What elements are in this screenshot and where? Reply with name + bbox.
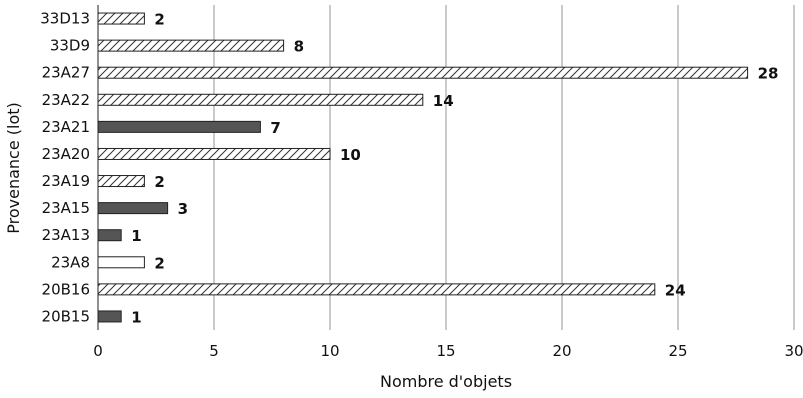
y-tick-label: 33D13 xyxy=(40,10,90,28)
y-tick-label: 23A8 xyxy=(51,253,90,271)
data-label: 7 xyxy=(270,119,280,137)
y-tick-label: 23A22 xyxy=(42,91,90,109)
bar-20B15 xyxy=(97,310,122,323)
data-label: 8 xyxy=(294,38,304,56)
bar-33D9 xyxy=(97,39,285,52)
bar-23A20 xyxy=(97,147,331,160)
y-tick-label: 23A21 xyxy=(42,118,90,136)
x-tick-label: 30 xyxy=(784,342,803,360)
data-label: 24 xyxy=(665,281,686,299)
data-label: 28 xyxy=(758,65,779,83)
x-tick-label: 15 xyxy=(436,342,455,360)
bar-23A13 xyxy=(97,229,122,242)
x-tick-label: 5 xyxy=(209,342,219,360)
data-label: 1 xyxy=(131,308,141,326)
x-tick-label: 25 xyxy=(668,342,687,360)
data-label: 14 xyxy=(433,92,454,110)
data-label: 2 xyxy=(154,173,164,191)
bar-20B16 xyxy=(97,283,656,296)
data-label: 10 xyxy=(340,146,361,164)
x-axis-title: Nombre d'objets xyxy=(380,372,512,391)
bar-23A27 xyxy=(97,66,749,79)
y-tick-label: 23A20 xyxy=(42,145,90,163)
y-tick-label: 23A13 xyxy=(42,226,90,244)
x-tick-label: 0 xyxy=(93,342,103,360)
bar-23A15 xyxy=(97,202,169,215)
data-label: 2 xyxy=(154,11,164,29)
y-tick-label: 23A27 xyxy=(42,64,90,82)
y-tick-label: 23A19 xyxy=(42,172,90,190)
bar-23A8 xyxy=(97,256,145,269)
x-tick-label: 20 xyxy=(552,342,571,360)
y-tick-label: 20B15 xyxy=(42,307,90,325)
x-tick-label: 10 xyxy=(320,342,339,360)
y-tick-label: 23A15 xyxy=(42,199,90,217)
data-label: 2 xyxy=(154,254,164,272)
bar-23A21 xyxy=(97,120,261,133)
bar-23A19 xyxy=(97,175,145,188)
y-tick-label: 33D9 xyxy=(50,37,90,55)
data-label: 3 xyxy=(178,200,188,218)
bar-33D13 xyxy=(97,12,145,25)
data-label: 1 xyxy=(131,227,141,245)
y-axis-title: Provenance (lot) xyxy=(4,102,23,234)
y-tick-label: 20B16 xyxy=(42,280,90,298)
bar-23A22 xyxy=(97,93,424,106)
